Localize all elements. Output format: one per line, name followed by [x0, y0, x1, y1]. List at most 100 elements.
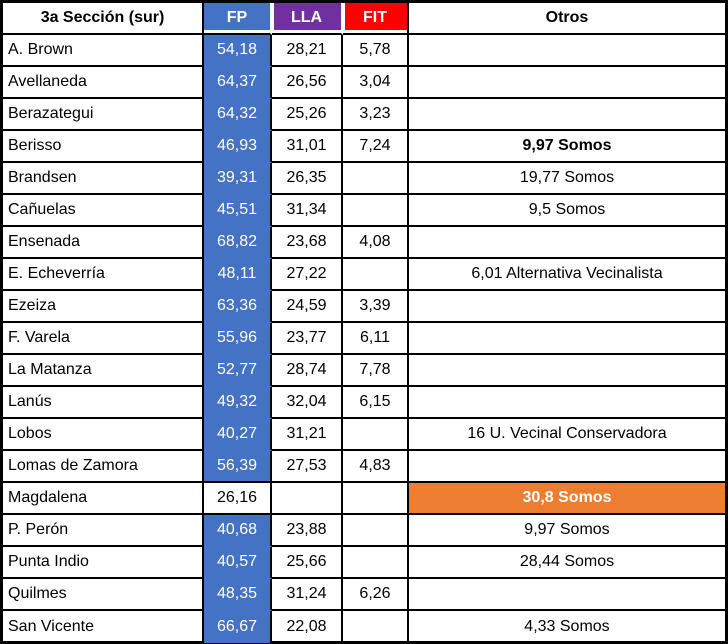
lla-value-cell: [272, 483, 343, 515]
otros-value-cell: 28,44 Somos: [409, 547, 725, 579]
district-cell: F. Varela: [3, 323, 204, 355]
district-cell: Lomas de Zamora: [3, 451, 204, 483]
district-cell: San Vicente: [3, 611, 204, 643]
fp-value-cell: 66,67: [204, 611, 272, 643]
otros-value-cell: [409, 99, 725, 131]
lla-value-cell: 28,21: [272, 35, 343, 67]
otros-value-cell: [409, 291, 725, 323]
district-cell: Ezeiza: [3, 291, 204, 323]
fit-value-cell: 4,83: [343, 451, 409, 483]
district-cell: Magdalena: [3, 483, 204, 515]
otros-value-cell: 9,97 Somos: [409, 131, 725, 163]
district-cell: E. Echeverría: [3, 259, 204, 291]
table-row: A. Brown 54,18 28,21 5,78: [3, 35, 725, 67]
fit-value-cell: 6,26: [343, 579, 409, 611]
fp-value-cell: 40,68: [204, 515, 272, 547]
fit-value-cell: 4,08: [343, 227, 409, 259]
fp-value-cell: 40,27: [204, 419, 272, 451]
district-cell: Brandsen: [3, 163, 204, 195]
fp-value-cell: 48,35: [204, 579, 272, 611]
table-row: P. Perón 40,68 23,88 9,97 Somos: [3, 515, 725, 547]
column-header-otros: Otros: [409, 3, 725, 35]
fit-value-cell: [343, 163, 409, 195]
table-row: E. Echeverría 48,11 27,22 6,01 Alternati…: [3, 259, 725, 291]
lla-value-cell: 23,88: [272, 515, 343, 547]
lla-value-cell: 28,74: [272, 355, 343, 387]
fit-value-cell: [343, 515, 409, 547]
lla-value-cell: 25,26: [272, 99, 343, 131]
table-row: Cañuelas 45,51 31,34 9,5 Somos: [3, 195, 725, 227]
fit-value-cell: 7,78: [343, 355, 409, 387]
otros-value-cell: 9,5 Somos: [409, 195, 725, 227]
fp-value-cell: 54,18: [204, 35, 272, 67]
otros-value-cell: [409, 355, 725, 387]
table-row: Ensenada 68,82 23,68 4,08: [3, 227, 725, 259]
fit-value-cell: [343, 547, 409, 579]
fp-value-cell: 49,32: [204, 387, 272, 419]
fp-value-cell: 45,51: [204, 195, 272, 227]
otros-value-cell: [409, 323, 725, 355]
fit-value-cell: 3,23: [343, 99, 409, 131]
table-row: Quilmes 48,35 31,24 6,26: [3, 579, 725, 611]
otros-value-cell: 19,77 Somos: [409, 163, 725, 195]
fp-value-cell: 68,82: [204, 227, 272, 259]
table-row: San Vicente 66,67 22,08 4,33 Somos: [3, 611, 725, 643]
fp-value-cell: 26,16: [204, 483, 272, 515]
header-row: 3a Sección (sur) FP LLA FIT Otros: [3, 3, 725, 35]
section-title: 3a Sección (sur): [3, 3, 204, 35]
fit-value-cell: 3,39: [343, 291, 409, 323]
otros-value-cell: [409, 227, 725, 259]
table-row: Lanús 49,32 32,04 6,15: [3, 387, 725, 419]
fit-value-cell: [343, 483, 409, 515]
lla-value-cell: 31,34: [272, 195, 343, 227]
table-row: Magdalena 26,16 30,8 Somos: [3, 483, 725, 515]
lla-value-cell: 25,66: [272, 547, 343, 579]
fit-value-cell: [343, 259, 409, 291]
otros-value-cell: 16 U. Vecinal Conservadora: [409, 419, 725, 451]
otros-value-cell: [409, 67, 725, 99]
table-row: Brandsen 39,31 26,35 19,77 Somos: [3, 163, 725, 195]
otros-value-cell-highlighted: 30,8 Somos: [409, 483, 725, 515]
otros-value-cell: 4,33 Somos: [524, 618, 610, 635]
lla-value-cell: 27,53: [272, 451, 343, 483]
lla-value-cell: 31,21: [272, 419, 343, 451]
lla-value-cell: 26,35: [272, 163, 343, 195]
otros-value-cell: [409, 579, 725, 611]
lla-value-cell: 32,04: [272, 387, 343, 419]
column-header-fit: FIT: [343, 3, 409, 35]
column-header-fp: FP: [204, 3, 272, 35]
district-cell: Berisso: [3, 131, 204, 163]
table-row: Avellaneda 64,37 26,56 3,04: [3, 67, 725, 99]
lla-value-cell: 22,08: [272, 611, 343, 643]
district-cell: P. Perón: [3, 515, 204, 547]
otros-value-cell: [409, 35, 725, 67]
lla-value-cell: 24,59: [272, 291, 343, 323]
table-row: Punta Indio 40,57 25,66 28,44 Somos: [3, 547, 725, 579]
fit-value-cell: 7,24: [343, 131, 409, 163]
results-table: 3a Sección (sur) FP LLA FIT Otros A. Bro…: [3, 3, 725, 643]
column-header-lla: LLA: [272, 3, 343, 35]
lla-value-cell: 23,77: [272, 323, 343, 355]
fp-value-cell: 52,77: [204, 355, 272, 387]
fp-value-cell: 39,31: [204, 163, 272, 195]
fp-value-cell: 64,32: [204, 99, 272, 131]
district-cell: La Matanza: [3, 355, 204, 387]
fp-value-cell: 63,36: [204, 291, 272, 323]
table-row: La Matanza 52,77 28,74 7,78: [3, 355, 725, 387]
fp-value-cell: 55,96: [204, 323, 272, 355]
district-cell: Lanús: [3, 387, 204, 419]
fit-value-cell: [343, 419, 409, 451]
otros-value-cell: 6,01 Alternativa Vecinalista: [409, 259, 725, 291]
district-cell: Berazategui: [3, 99, 204, 131]
lla-value-cell: 23,68: [272, 227, 343, 259]
otros-value-cell: [409, 387, 725, 419]
lla-value-cell: 26,56: [272, 67, 343, 99]
district-cell: A. Brown: [3, 35, 204, 67]
district-cell: Cañuelas: [3, 195, 204, 227]
district-cell: Punta Indio: [3, 547, 204, 579]
lla-value-cell: 31,01: [272, 131, 343, 163]
district-cell: Ensenada: [3, 227, 204, 259]
table-row: Berisso 46,93 31,01 7,24 9,97 Somos: [3, 131, 725, 163]
district-cell: Lobos: [3, 419, 204, 451]
